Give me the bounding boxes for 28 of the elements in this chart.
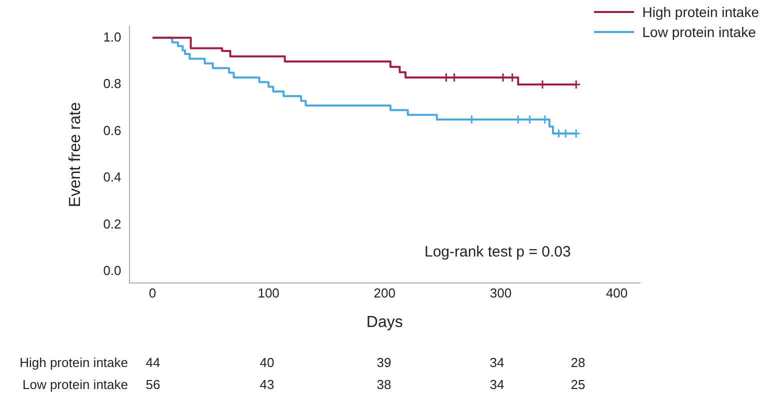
text: Low protein intake	[22, 377, 128, 392]
y-axis-title: Event free rate	[67, 102, 84, 208]
text: 40	[260, 355, 274, 370]
text: 56	[146, 377, 160, 392]
text: 38	[376, 377, 392, 392]
x-tick-label: 0	[148, 286, 156, 301]
x-tick-label: 300	[490, 286, 512, 301]
y-tick-label: 0.2	[103, 216, 122, 232]
legend-label: High protein intake	[642, 4, 759, 20]
y-tick-label: 0.8	[103, 76, 122, 92]
annotation: Log-rank test p = 0.03	[424, 243, 571, 260]
text: 25	[570, 377, 586, 392]
text: High protein intake	[20, 355, 128, 370]
x-axis-title: Days	[366, 314, 403, 331]
text: 34	[490, 355, 504, 370]
x-tick-label: 100	[258, 286, 280, 301]
y-tick-label: 0.0	[103, 263, 122, 278]
text: 39	[376, 355, 392, 370]
legend-label: Low protein intake	[642, 24, 756, 40]
x-tick-label: 200	[374, 286, 396, 301]
text: 28	[570, 355, 586, 370]
text: 34	[490, 377, 504, 392]
y-tick-label: 1.0	[103, 29, 122, 44]
text: 44	[146, 355, 160, 370]
x-tick-label: 400	[606, 286, 628, 301]
y-tick-label: 0.4	[103, 170, 122, 185]
text: 43	[260, 377, 274, 392]
y-tick-label: 0.6	[103, 122, 122, 138]
